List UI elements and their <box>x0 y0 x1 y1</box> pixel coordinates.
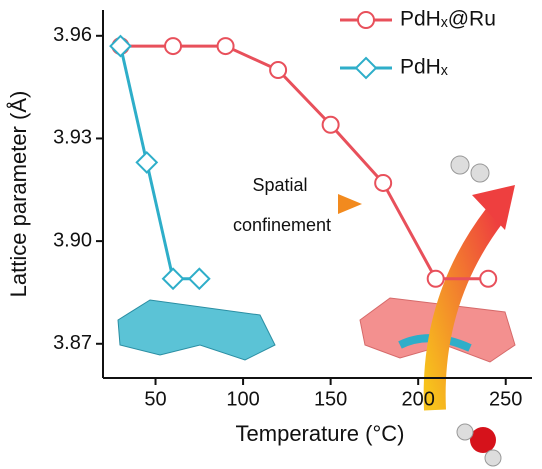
data-point <box>479 269 498 288</box>
x-tick-label: 250 <box>489 388 522 410</box>
series-line <box>120 44 489 281</box>
x-tick-label: 50 <box>144 388 166 410</box>
illustration <box>117 155 516 467</box>
legend-label: PdHₓ <box>400 56 448 79</box>
annotation: Spatial <box>252 175 307 195</box>
data-point <box>135 150 159 174</box>
y-tick-label: 3.87 <box>53 332 92 354</box>
data-point <box>321 115 340 134</box>
data-point <box>216 37 235 56</box>
data-point <box>161 267 185 291</box>
y-axis-label: Lattice parameter (Å) <box>6 91 31 298</box>
data-point <box>109 34 132 58</box>
legend-label: PdHₓ@Ru <box>400 8 496 31</box>
y-tick-label: 3.90 <box>53 229 92 251</box>
legend-marker <box>354 56 378 80</box>
x-axis-label: Temperature (°C) <box>236 421 405 446</box>
annotation: confinement <box>233 215 331 235</box>
x-tick-label: 150 <box>314 388 347 410</box>
y-tick-label: 3.96 <box>53 24 92 46</box>
data-point <box>187 267 211 291</box>
data-point <box>269 61 288 80</box>
data-point <box>164 37 183 56</box>
x-tick-label: 100 <box>226 388 259 410</box>
data-point <box>426 269 445 288</box>
x-tick-label: 200 <box>401 388 434 410</box>
legend-marker <box>357 11 375 29</box>
series-line <box>119 45 200 281</box>
data-point <box>374 173 393 192</box>
y-tick-label: 3.93 <box>53 127 92 149</box>
